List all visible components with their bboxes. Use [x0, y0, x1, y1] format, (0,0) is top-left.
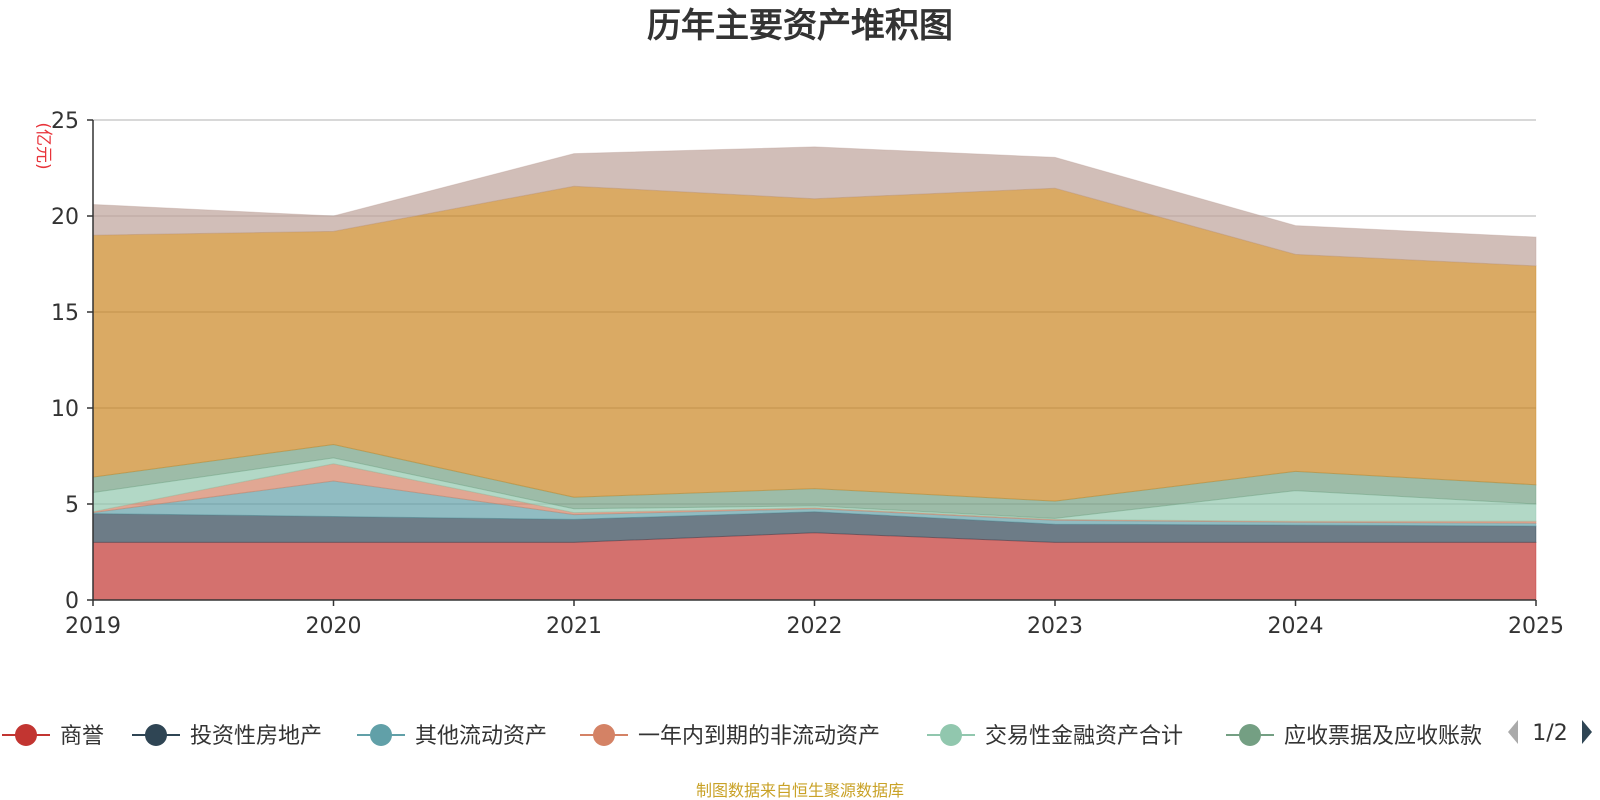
legend-item[interactable]: 交易性金融资产合计: [927, 724, 1183, 749]
x-tick-label: 2021: [546, 614, 602, 639]
legend-label: 应收票据及应收账款: [1284, 724, 1482, 749]
x-tick-label: 2019: [65, 614, 121, 639]
y-tick-label: 25: [51, 109, 79, 134]
area-series-2: [92, 480, 1537, 527]
y-tick-label: 15: [51, 301, 79, 326]
y-tick-label: 0: [65, 589, 79, 614]
legend-page-indicator: 1/2: [1532, 721, 1567, 746]
area-series-6: [92, 185, 1537, 502]
x-tick-label: 2022: [787, 614, 843, 639]
legend-prev-icon[interactable]: [1508, 720, 1518, 744]
legend-marker-icon: [15, 724, 37, 746]
legend-item[interactable]: 商誉: [2, 724, 104, 749]
chart-title: 历年主要资产堆积图: [647, 6, 953, 46]
legend-label: 其他流动资产: [415, 724, 547, 749]
legend-pager[interactable]: 1/2: [1508, 720, 1592, 746]
y-tick-label: 20: [51, 205, 79, 230]
legend-item[interactable]: 投资性房地产: [132, 724, 322, 749]
legend-marker-icon: [370, 724, 392, 746]
legend-next-icon[interactable]: [1582, 720, 1592, 744]
area-series-7: [92, 146, 1537, 267]
area-series-5: [92, 443, 1537, 519]
y-tick-label: 5: [65, 493, 79, 518]
legend-marker-icon: [940, 724, 962, 746]
legend-marker-icon: [145, 724, 167, 746]
legend[interactable]: 商誉 投资性房地产 其他流动资产 一年内到期的非流动资产 交易性金融资产合计 应收票据及应…: [2, 724, 1482, 749]
legend-label: 交易性金融资产合计: [985, 724, 1183, 749]
legend-label: 投资性房地产: [190, 724, 322, 749]
x-tick-label: 2020: [306, 614, 362, 639]
source-note: 制图数据来自恒生聚源数据库: [696, 781, 904, 800]
legend-label: 一年内到期的非流动资产: [638, 724, 880, 749]
x-tick-label: 2025: [1508, 614, 1564, 639]
legend-item[interactable]: 应收票据及应收账款: [1226, 724, 1482, 749]
area-series-3: [92, 463, 1537, 524]
y-tick-label: 10: [51, 397, 79, 422]
x-tick-label: 2024: [1268, 614, 1324, 639]
legend-marker-icon: [593, 724, 615, 746]
area-series-4: [92, 457, 1537, 522]
legend-marker-icon: [1239, 724, 1261, 746]
y-axis-unit: (亿元): [33, 122, 53, 169]
area-series: [92, 146, 1537, 601]
legend-item[interactable]: 一年内到期的非流动资产: [580, 724, 880, 749]
x-tick-label: 2023: [1027, 614, 1083, 639]
legend-label: 商誉: [60, 724, 104, 749]
legend-item[interactable]: 其他流动资产: [357, 724, 547, 749]
